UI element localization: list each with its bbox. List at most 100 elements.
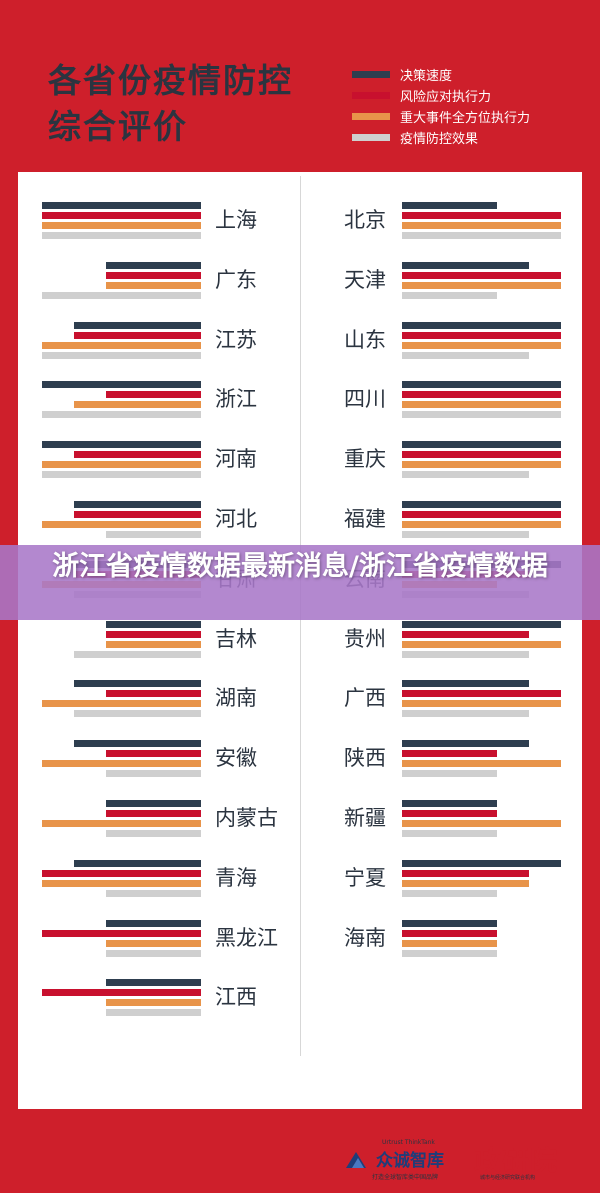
bar-left-2 <box>106 271 201 279</box>
province-label: 天津 <box>344 267 386 292</box>
bar-left-2 <box>42 989 201 997</box>
bar-right-4 <box>402 232 561 239</box>
bar-left-2 <box>106 750 201 758</box>
bar-left-2 <box>106 630 201 638</box>
bar-right-1 <box>402 740 529 748</box>
province-label: 贵州 <box>344 626 386 651</box>
bar-left-2 <box>106 810 201 817</box>
bar-left-3 <box>42 760 201 768</box>
legend-item: 决策速度 <box>352 64 530 85</box>
bar-right-1 <box>402 381 561 389</box>
province-label: 吉林 <box>215 626 257 651</box>
bar-right-3 <box>402 879 529 887</box>
bar-left-4 <box>106 770 201 778</box>
province-label: 北京 <box>344 208 386 232</box>
bar-left-1 <box>42 381 201 389</box>
province-label: 湖南 <box>215 686 257 711</box>
bar-left-2 <box>42 212 201 219</box>
province-label: 广东 <box>215 267 257 292</box>
bar-right-1 <box>402 620 561 628</box>
province-label: 内蒙古 <box>215 806 278 830</box>
bar-left-1 <box>106 261 201 269</box>
bar-left-3 <box>42 820 201 827</box>
bar-left-3 <box>106 281 201 289</box>
legend-swatch <box>352 113 390 120</box>
bar-right-2 <box>402 810 497 817</box>
bar-right-3 <box>402 401 561 409</box>
brand1-name: 众诚智库 <box>376 1151 444 1171</box>
bar-right-1 <box>402 261 529 269</box>
bar-left-3 <box>42 222 201 229</box>
bar-right-2 <box>402 929 497 937</box>
bar-left-1 <box>74 859 201 867</box>
bar-right-2 <box>402 391 561 399</box>
overlay-banner-text: 浙江省疫情数据最新消息/浙江省疫情数据 <box>52 551 548 582</box>
bar-right-2 <box>402 451 561 459</box>
bar-right-1 <box>402 919 497 927</box>
province-label: 海南 <box>344 925 386 950</box>
bar-left-4 <box>74 710 201 718</box>
province-label: 青海 <box>215 865 257 890</box>
bar-right-4 <box>402 830 497 837</box>
bar-right-2 <box>402 212 561 219</box>
brand2-slogan: 城市与经济研究联合机构 <box>480 1175 536 1181</box>
bar-left-2 <box>74 331 201 339</box>
bar-left-2 <box>42 869 201 877</box>
bar-right-1 <box>402 441 561 449</box>
bar-left-3 <box>42 341 201 349</box>
legend: 决策速度 风险应对执行力 重大事件全方位执行力 疫情防控效果 <box>352 64 530 148</box>
legend-swatch <box>352 134 390 141</box>
bar-right-4 <box>402 949 497 957</box>
province-label: 江西 <box>215 985 257 1010</box>
bar-right-4 <box>402 351 529 359</box>
bar-left-2 <box>106 391 201 399</box>
bar-right-1 <box>402 321 561 329</box>
bar-left-4 <box>106 889 201 897</box>
bar-right-3 <box>402 281 561 289</box>
bar-right-2 <box>402 869 529 877</box>
bar-left-4 <box>74 650 201 658</box>
bar-right-4 <box>402 889 497 897</box>
bar-right-3 <box>402 222 561 229</box>
province-label: 上海 <box>215 208 257 232</box>
bar-left-2 <box>74 451 201 459</box>
bar-left-2 <box>106 690 201 698</box>
bar-left-1 <box>42 441 201 449</box>
legend-swatch <box>352 92 390 99</box>
legend-label: 疫情防控效果 <box>400 132 479 147</box>
legend-item: 疫情防控效果 <box>352 127 530 148</box>
bar-left-1 <box>74 680 201 688</box>
bar-left-1 <box>74 740 201 748</box>
overlay-banner <box>0 545 600 620</box>
bar-left-1 <box>106 620 201 628</box>
bar-left-1 <box>106 919 201 927</box>
bar-left-4 <box>42 232 201 239</box>
bar-left-4 <box>106 1009 201 1017</box>
chart-title: 各省份疫情防控 综合评价 <box>48 61 293 146</box>
bar-left-4 <box>42 411 201 419</box>
bar-left-3 <box>106 939 201 947</box>
province-label: 广西 <box>344 686 386 711</box>
bar-right-4 <box>402 710 529 718</box>
bar-right-4 <box>402 650 529 658</box>
bar-left-3 <box>106 640 201 648</box>
legend-swatch <box>352 71 390 78</box>
bar-right-3 <box>402 341 561 349</box>
bar-left-1 <box>106 800 201 807</box>
bar-left-1 <box>42 202 201 209</box>
province-label: 重庆 <box>344 447 386 472</box>
bar-right-3 <box>402 640 561 648</box>
bar-left-1 <box>106 979 201 987</box>
bar-right-1 <box>402 202 497 209</box>
province-label: 陕西 <box>344 746 386 771</box>
legend-item: 重大事件全方位执行力 <box>352 106 530 127</box>
bar-right-4 <box>402 411 561 419</box>
bar-left-3 <box>106 999 201 1007</box>
bar-right-2 <box>402 511 561 518</box>
bar-right-3 <box>402 700 561 708</box>
bar-left-3 <box>42 700 201 708</box>
province-label: 四川 <box>344 387 386 412</box>
brand1-slogan: 打造全球智库类中国品牌 <box>372 1174 439 1181</box>
bar-right-2 <box>402 690 561 698</box>
province-label: 新疆 <box>344 806 386 830</box>
